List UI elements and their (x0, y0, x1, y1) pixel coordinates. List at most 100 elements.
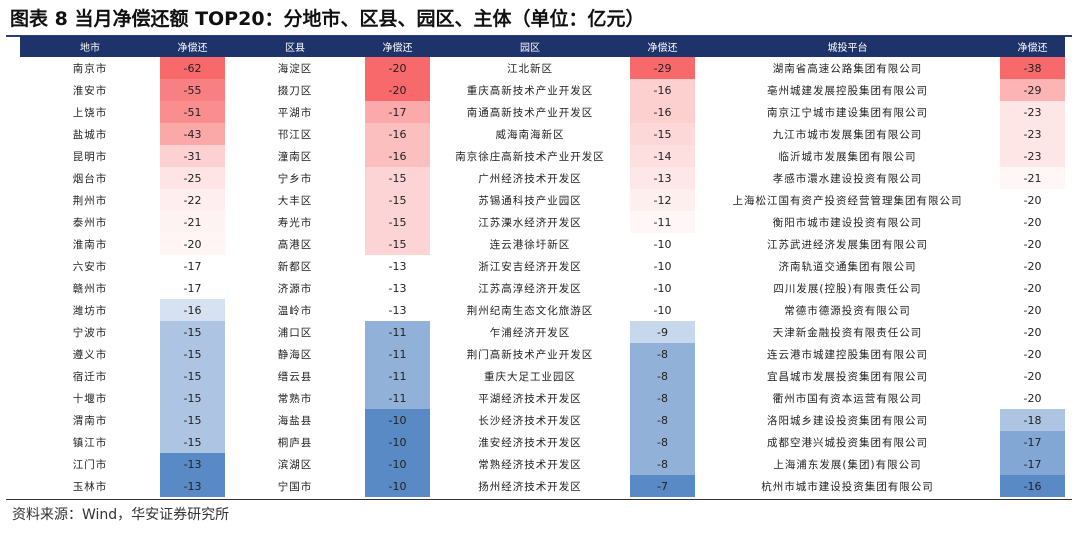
platform-name-cell: 孝感市澴水建设投资有限公司 (695, 167, 1000, 189)
table-row: 南京市 -62 海淀区 -20 江北新区 -29 湖南省高速公路集团有限公司 -38 (20, 57, 1065, 79)
table-row: 镇江市 -15 桐庐县 -10 淮安经济技术开发区 -8 成都空港兴城投资集团有限公司 -17 (20, 431, 1065, 453)
city-value-cell: -17 (160, 255, 225, 277)
city-name-cell: 昆明市 (20, 145, 160, 167)
platform-value-cell: -17 (1000, 453, 1065, 475)
park-name-cell: 南京徐庄高新技术产业开发区 (430, 145, 630, 167)
platform-value-cell: -23 (1000, 123, 1065, 145)
city-name-cell: 泰州市 (20, 211, 160, 233)
district-value-cell: -15 (365, 233, 430, 255)
table-row: 上饶市 -51 平湖市 -17 南通高新技术产业开发区 -16 南京江宁城市建设集团有限公司… (20, 101, 1065, 123)
city-value-cell: -13 (160, 453, 225, 475)
city-name-cell: 江门市 (20, 453, 160, 475)
header-district-value: 净偿还 (365, 36, 430, 57)
district-value-cell: -11 (365, 365, 430, 387)
city-value-cell: -15 (160, 321, 225, 343)
city-name-cell: 渭南市 (20, 409, 160, 431)
park-value-cell: -10 (630, 255, 695, 277)
city-name-cell: 六安市 (20, 255, 160, 277)
city-name-cell: 十堰市 (20, 387, 160, 409)
district-name-cell: 寿光市 (225, 211, 365, 233)
platform-name-cell: 四川发展(控股)有限责任公司 (695, 277, 1000, 299)
city-value-cell: -43 (160, 123, 225, 145)
district-name-cell: 浦口区 (225, 321, 365, 343)
district-name-cell: 温岭市 (225, 299, 365, 321)
platform-value-cell: -20 (1000, 233, 1065, 255)
platform-name-cell: 济南轨道交通集团有限公司 (695, 255, 1000, 277)
park-name-cell: 荆门高新技术产业开发区 (430, 343, 630, 365)
city-name-cell: 宁波市 (20, 321, 160, 343)
platform-value-cell: -20 (1000, 343, 1065, 365)
platform-value-cell: -20 (1000, 299, 1065, 321)
city-value-cell: -25 (160, 167, 225, 189)
city-value-cell: -13 (160, 475, 225, 497)
platform-name-cell: 江苏武进经济发展集团有限公司 (695, 233, 1000, 255)
park-name-cell: 重庆高新技术产业开发区 (430, 79, 630, 101)
city-value-cell: -15 (160, 409, 225, 431)
platform-value-cell: -20 (1000, 365, 1065, 387)
table-row: 江门市 -13 滨湖区 -10 常熟经济技术开发区 -8 上海浦东发展(集团)有限公司 -17 (20, 453, 1065, 475)
city-name-cell: 淮安市 (20, 79, 160, 101)
platform-value-cell: -29 (1000, 79, 1065, 101)
source-note: 资料来源：Wind，华安证券研究所 (12, 507, 230, 523)
header-park: 园区 (430, 36, 630, 57)
district-value-cell: -13 (365, 299, 430, 321)
park-value-cell: -8 (630, 409, 695, 431)
table-row: 泰州市 -21 寿光市 -15 江苏溧水经济开发区 -11 衡阳市城市建设投资有限公司 -20 (20, 211, 1065, 233)
district-name-cell: 缙云县 (225, 365, 365, 387)
platform-name-cell: 成都空港兴城投资集团有限公司 (695, 431, 1000, 453)
platform-value-cell: -18 (1000, 409, 1065, 431)
park-name-cell: 南通高新技术产业开发区 (430, 101, 630, 123)
table-row: 宿迁市 -15 缙云县 -11 重庆大足工业园区 -8 宜昌城市发展投资集团有限公司 -20 (20, 365, 1065, 387)
city-name-cell: 荆州市 (20, 189, 160, 211)
header-city-value: 净偿还 (160, 36, 225, 57)
district-name-cell: 静海区 (225, 343, 365, 365)
park-name-cell: 江北新区 (430, 57, 630, 79)
park-name-cell: 广州经济技术开发区 (430, 167, 630, 189)
city-name-cell: 盐城市 (20, 123, 160, 145)
city-name-cell: 潍坊市 (20, 299, 160, 321)
platform-value-cell: -16 (1000, 475, 1065, 497)
table-row: 赣州市 -17 济源市 -13 江苏高淳经济开发区 -10 四川发展(控股)有限责任公司 -2… (20, 277, 1065, 299)
header-park-value: 净偿还 (630, 36, 695, 57)
park-value-cell: -10 (630, 299, 695, 321)
city-value-cell: -17 (160, 277, 225, 299)
platform-value-cell: -20 (1000, 189, 1065, 211)
park-name-cell: 重庆大足工业园区 (430, 365, 630, 387)
city-name-cell: 遵义市 (20, 343, 160, 365)
park-value-cell: -8 (630, 453, 695, 475)
district-value-cell: -11 (365, 321, 430, 343)
city-value-cell: -21 (160, 211, 225, 233)
table-row: 淮南市 -20 高港区 -15 连云港徐圩新区 -10 江苏武进经济发展集团有限公司 -20 (20, 233, 1065, 255)
city-name-cell: 镇江市 (20, 431, 160, 453)
district-name-cell: 宁乡市 (225, 167, 365, 189)
park-name-cell: 常熟经济技术开发区 (430, 453, 630, 475)
city-value-cell: -15 (160, 431, 225, 453)
city-name-cell: 淮南市 (20, 233, 160, 255)
platform-name-cell: 常德市德源投资有限公司 (695, 299, 1000, 321)
district-name-cell: 掇刀区 (225, 79, 365, 101)
table-row: 宁波市 -15 浦口区 -11 乍浦经济开发区 -9 天津新金融投资有限责任公司 -20 (20, 321, 1065, 343)
park-name-cell: 长沙经济技术开发区 (430, 409, 630, 431)
park-value-cell: -8 (630, 343, 695, 365)
park-name-cell: 乍浦经济开发区 (430, 321, 630, 343)
header-city: 地市 (20, 36, 160, 57)
city-value-cell: -15 (160, 365, 225, 387)
table-row: 昆明市 -31 潼南区 -16 南京徐庄高新技术产业开发区 -14 临沂城市发展集团有限公司… (20, 145, 1065, 167)
platform-value-cell: -20 (1000, 321, 1065, 343)
park-value-cell: -8 (630, 431, 695, 453)
table-row: 烟台市 -25 宁乡市 -15 广州经济技术开发区 -13 孝感市澴水建设投资有限公司 -21 (20, 167, 1065, 189)
district-name-cell: 海淀区 (225, 57, 365, 79)
table-row: 遵义市 -15 静海区 -11 荆门高新技术产业开发区 -8 连云港市城建控股集团有限公司 -… (20, 343, 1065, 365)
district-name-cell: 邗江区 (225, 123, 365, 145)
district-value-cell: -17 (365, 101, 430, 123)
park-value-cell: -16 (630, 101, 695, 123)
platform-value-cell: -17 (1000, 431, 1065, 453)
park-name-cell: 荆州纪南生态文化旅游区 (430, 299, 630, 321)
park-name-cell: 江苏溧水经济开发区 (430, 211, 630, 233)
district-value-cell: -20 (365, 57, 430, 79)
platform-name-cell: 亳州城建发展控股集团有限公司 (695, 79, 1000, 101)
platform-name-cell: 杭州市城市建设投资集团有限公司 (695, 475, 1000, 497)
park-value-cell: -14 (630, 145, 695, 167)
park-value-cell: -15 (630, 123, 695, 145)
platform-name-cell: 天津新金融投资有限责任公司 (695, 321, 1000, 343)
